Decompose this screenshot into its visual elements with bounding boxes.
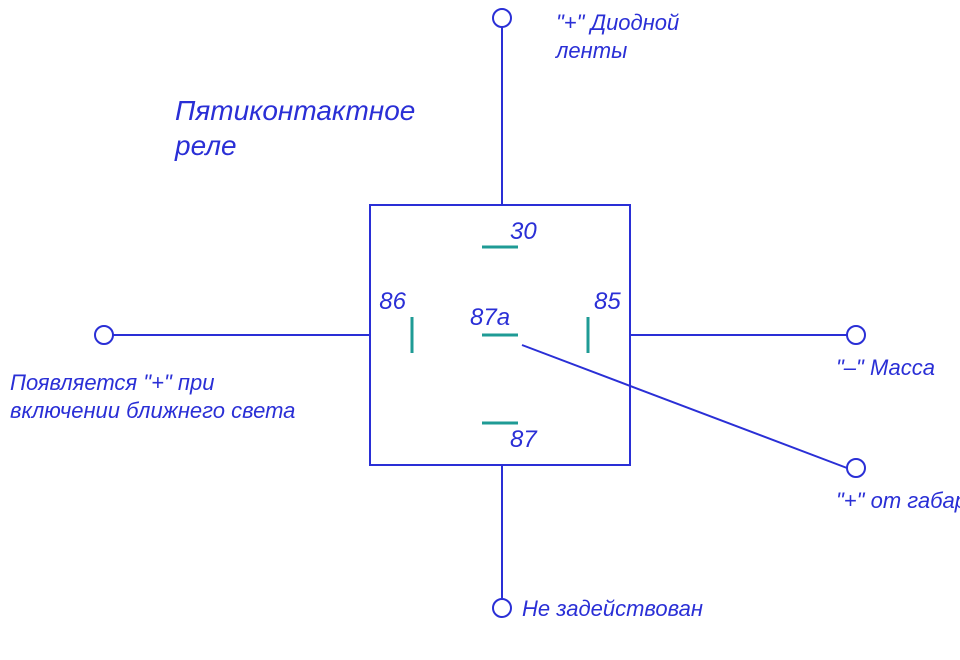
pin-87-label: 87	[510, 426, 538, 453]
title-line2: реле	[174, 130, 237, 161]
wire-right-low	[522, 345, 847, 468]
label-left-l1: Появляется "+" при	[10, 370, 214, 395]
terminal-bottom	[493, 599, 511, 617]
pin-85-label: 85	[594, 288, 621, 315]
terminal-top	[493, 9, 511, 27]
terminal-left	[95, 326, 113, 344]
label-top-l2: ленты	[554, 38, 627, 63]
pin-86-label: 86	[379, 288, 406, 315]
terminal-right-low	[847, 459, 865, 477]
label-right-low: "+" от габаритов	[836, 488, 960, 513]
label-left-l2: включении ближнего света	[10, 398, 295, 423]
label-top-l1: "+" Диодной	[556, 10, 679, 35]
label-bottom: Не задействован	[522, 596, 703, 621]
terminal-right-mid	[847, 326, 865, 344]
title-line1: Пятиконтактное	[175, 95, 415, 126]
pin-87a-label: 87a	[470, 304, 510, 331]
label-right-mid: "–" Масса	[836, 355, 935, 380]
pin-30-label: 30	[510, 218, 537, 245]
